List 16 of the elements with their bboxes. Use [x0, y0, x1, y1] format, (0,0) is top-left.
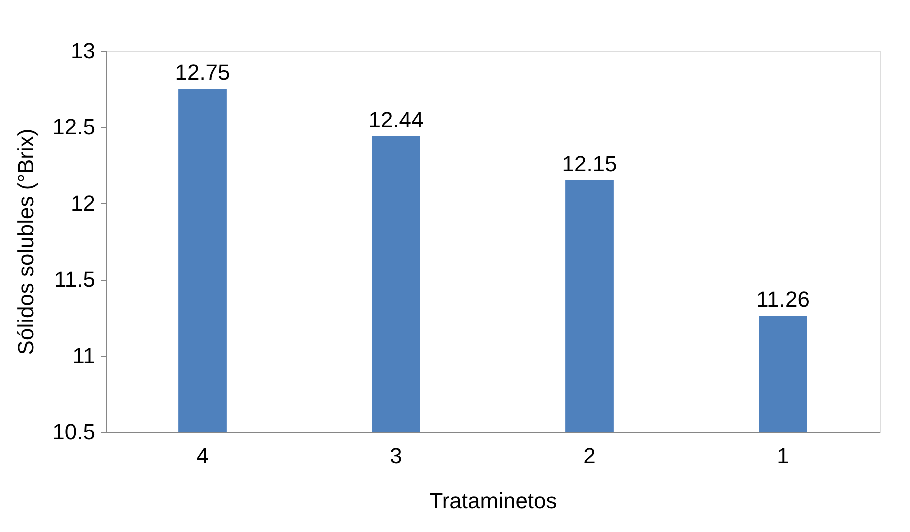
x-tick-label: 2: [584, 444, 596, 468]
y-tick-label: 11.5: [54, 267, 96, 292]
x-tick-label: 1: [777, 444, 790, 468]
y-tick-label: 10.5: [52, 420, 96, 444]
y-tick-label: 11: [72, 343, 96, 368]
y-axis-title: Sólidos solubles (°Brix): [14, 128, 39, 356]
y-tick-label: 12.5: [52, 114, 96, 140]
x-tick-label: 3: [390, 444, 402, 468]
data-label: 12.44: [368, 107, 424, 132]
x-tick-label: 4: [196, 444, 209, 468]
data-label: 11.26: [756, 287, 810, 312]
y-tick-label: 13: [71, 38, 96, 64]
data-label: 12.75: [175, 60, 230, 86]
data-label: 12.15: [562, 152, 618, 177]
x-axis-title: Trataminetos: [430, 488, 558, 514]
y-tick-label: 12: [71, 190, 96, 216]
